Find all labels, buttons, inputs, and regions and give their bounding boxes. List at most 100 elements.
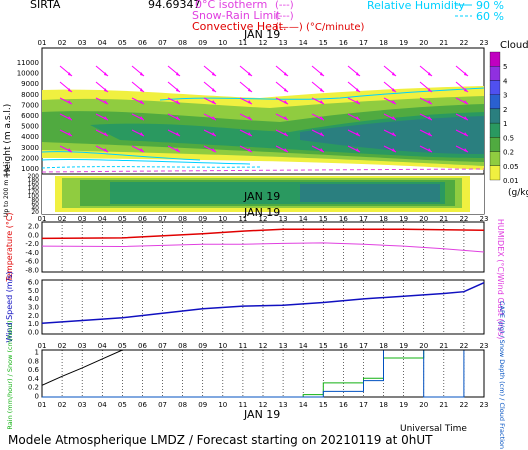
- wind-barb-head: [248, 100, 252, 104]
- colorbar-swatch-0.05: [489, 151, 501, 166]
- wind-barb-head: [104, 116, 108, 120]
- legend-rh-60: 60 %: [476, 10, 504, 23]
- hour-precip-top-tick-09: 09: [198, 342, 207, 350]
- cloud-lower-ytick-20: 20: [31, 209, 39, 216]
- hour-precip-top-tick-14: 14: [299, 342, 308, 350]
- wind-barb-head: [248, 148, 252, 152]
- precip-ytick-0.6: 0.6: [28, 366, 40, 374]
- wind-barb-head: [104, 148, 108, 152]
- hour-precip-top-tick-21: 21: [439, 342, 448, 350]
- wind-barb-head: [140, 100, 144, 104]
- hour-bottom-tick-07: 07: [158, 401, 167, 409]
- hour-precip-top-tick-07: 07: [158, 342, 167, 350]
- legend-isotherm: 0°C isotherm: [195, 0, 267, 11]
- temperature-line: [41, 228, 485, 240]
- wind-barb-head: [320, 72, 324, 76]
- hour-bottom-tick-05: 05: [118, 401, 127, 409]
- rh-contour-90b: [41, 151, 201, 161]
- legend-rh: Relative Humidity: [367, 0, 465, 12]
- hour-top-tick-07: 07: [158, 39, 167, 47]
- hour-precip-top-tick-18: 18: [379, 342, 388, 350]
- humidex-line: [41, 242, 485, 253]
- hour-precip-top-tick-05: 05: [118, 342, 127, 350]
- wind-barb-head: [392, 72, 396, 76]
- isotherm-line: [41, 168, 485, 173]
- hour-mid-tick-22: 22: [459, 215, 468, 223]
- hour-bottom-tick-04: 04: [98, 401, 107, 409]
- hour-bottom-tick-17: 17: [359, 401, 368, 409]
- wind-barb-head: [284, 100, 288, 104]
- universal-time-label: Universal Time: [400, 424, 467, 434]
- hour-mid-tick-08: 08: [178, 215, 187, 223]
- wind-barb-head: [104, 132, 108, 136]
- hour-mid-tick-03: 03: [78, 215, 87, 223]
- colorbar-swatch-3: [489, 80, 501, 95]
- hour-bottom-tick-08: 08: [178, 401, 187, 409]
- colorbar-label-2: 2: [503, 106, 507, 114]
- temperature-yticks: 2.00.0-2.0-4.0-6.0-8.0: [25, 223, 39, 275]
- wind-barbs: [59, 65, 469, 153]
- precip-ylabel-right: CAPE (J/g) / Snow Depth (cm) / Cloud Fra…: [498, 301, 506, 449]
- top-date-label: JAN 19: [243, 28, 280, 41]
- cloud-lower-ytick-120: 120: [28, 189, 40, 196]
- hour-mid-tick-09: 09: [198, 215, 207, 223]
- wind-barb-head: [68, 72, 72, 76]
- temp-ytick--2.0: -2.0: [25, 240, 39, 248]
- wind-barb-head: [212, 72, 216, 76]
- hour-top-tick-05: 05: [118, 39, 127, 47]
- hour-precip-top-tick-19: 19: [399, 342, 408, 350]
- hour-top-tick-20: 20: [419, 39, 428, 47]
- wind-barb-head: [212, 88, 216, 92]
- wind-barb-head: [356, 72, 360, 76]
- wind-barb-head: [428, 132, 432, 136]
- wind-panel: 6.05.04.03.02.01.00.0 Wind Speed (m/s) W…: [5, 271, 505, 342]
- cloud-ytick-1000: 1000: [21, 165, 39, 173]
- colorbar-swatch-0.01: [489, 165, 501, 181]
- colorbar-label-3: 3: [503, 92, 507, 100]
- wind-barb-head: [392, 132, 396, 136]
- hour-top-tick-15: 15: [319, 39, 328, 47]
- wind-barb-head: [104, 100, 108, 104]
- colorbar-label-1: 1: [503, 120, 507, 128]
- hour-precip-top-tick-01: 01: [38, 342, 47, 350]
- wind-barb-head: [356, 88, 360, 92]
- hour-top-tick-13: 13: [279, 39, 288, 47]
- hour-bottom-tick-14: 14: [299, 401, 308, 409]
- hour-top-tick-14: 14: [299, 39, 308, 47]
- hour-bottom-tick-19: 19: [399, 401, 408, 409]
- wind-barb-head: [320, 116, 324, 120]
- hour-top-tick-08: 08: [178, 39, 187, 47]
- hour-precip-top-tick-15: 15: [319, 342, 328, 350]
- cloud-ylabel: Height (m a.s.l.): [3, 104, 13, 177]
- wind-barb-head: [356, 100, 360, 104]
- colorbar-swatch-4: [489, 66, 501, 81]
- hour-precip-top-tick-10: 10: [218, 342, 227, 350]
- hour-mid-tick-12: 12: [259, 215, 268, 223]
- hour-top-tick-23: 23: [480, 39, 489, 47]
- hour-bottom-tick-21: 21: [439, 401, 448, 409]
- hour-precip-top-tick-22: 22: [459, 342, 468, 350]
- wind-barb-head: [464, 100, 468, 104]
- hour-mid-tick-19: 19: [399, 215, 408, 223]
- wind-ytick-1.0: 1.0: [28, 320, 39, 328]
- cloud-ytick-7000: 7000: [21, 101, 39, 109]
- colorbar-label-0.01: 0.01: [503, 177, 519, 185]
- hour-mid-tick-21: 21: [439, 215, 448, 223]
- cloud-ytick-4000: 4000: [21, 133, 39, 141]
- wind-barb-head: [212, 148, 216, 152]
- wind-barb-head: [104, 72, 108, 76]
- cloud-ytick-11000: 11000: [17, 59, 39, 67]
- hour-top-tick-11: 11: [238, 39, 247, 47]
- wind-barb-head: [284, 148, 288, 152]
- wind-barb-head: [356, 132, 360, 136]
- hour-axis-top: 01 02 03 04 05 06 07 08 09 10 11 12 13 14 15 16 17 18 19 20…: [38, 39, 489, 47]
- wind-barb-head: [68, 88, 72, 92]
- hour-mid-tick-02: 02: [58, 215, 67, 223]
- wind-barb-head: [428, 116, 432, 120]
- wind-barb-head: [176, 148, 180, 152]
- precip-ytick-0.2: 0.2: [28, 384, 39, 392]
- wind-barb-head: [356, 148, 360, 152]
- wind-yticks: 6.05.04.03.02.01.00.0: [28, 279, 39, 337]
- hour-bottom-tick-12: 12: [259, 401, 268, 409]
